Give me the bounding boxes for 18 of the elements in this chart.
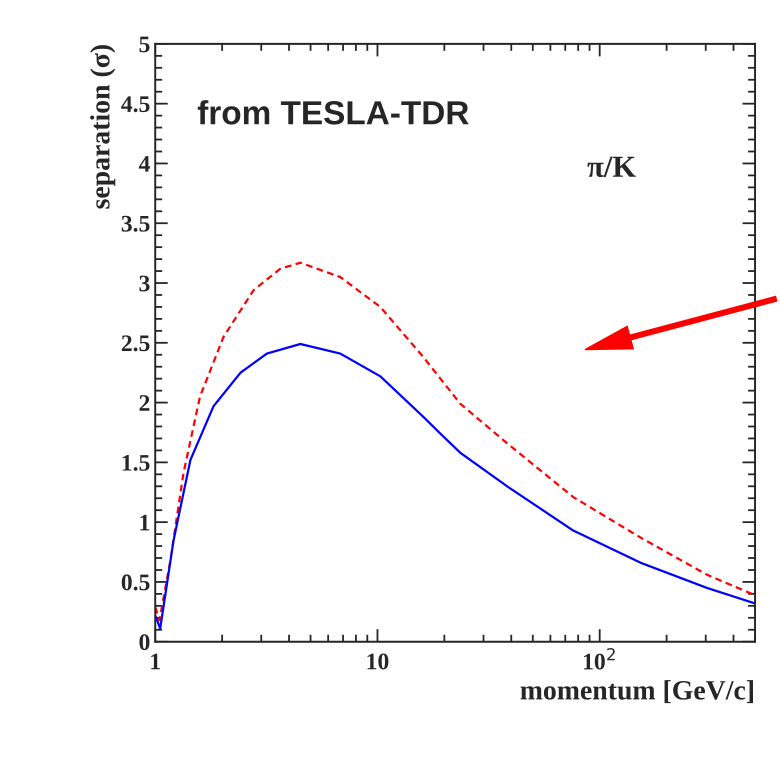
y-tick-label: 0.5 (122, 574, 150, 590)
x-tick-label: 10$^{2}$ (584, 648, 615, 670)
x-tick-label: 10 (368, 654, 388, 670)
y-axis-title: separation (σ) (90, 45, 116, 209)
y-tick-label: 2.5 (122, 335, 150, 352)
x-axis-title: momentum [GeV/c] (520, 680, 753, 704)
y-tick-label: 3.5 (122, 216, 150, 232)
y-tick-label: 4 (138, 156, 150, 172)
annotation: π/K (587, 156, 636, 178)
y-tick-label: 0 (139, 634, 150, 650)
y-tick-label: 4.5 (121, 96, 150, 112)
y-tick-label: 1.5 (122, 454, 150, 471)
y-tick-label: 2 (140, 395, 150, 411)
y-tick-label: 5 (140, 36, 150, 52)
y-tick-label: 1 (140, 514, 150, 530)
annotation: from TESLA-TDR (198, 100, 469, 125)
x-tick-label: 1 (151, 654, 160, 670)
y-tick-label: 3 (139, 276, 150, 292)
